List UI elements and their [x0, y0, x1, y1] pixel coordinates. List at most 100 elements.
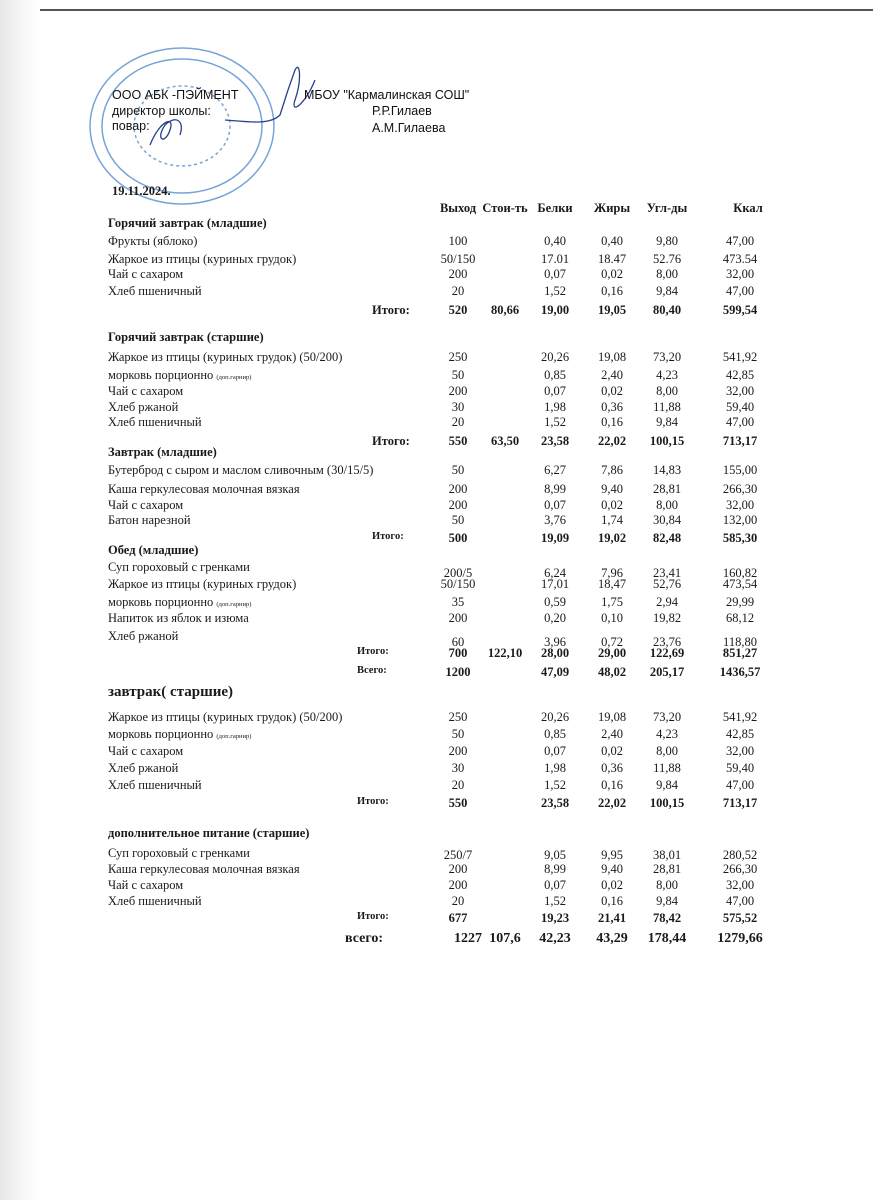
item-value: 0,85 [544, 727, 566, 741]
item-value: 19,82 [652, 611, 682, 625]
item-name: Батон нарезной [108, 513, 191, 527]
item-name: Каша геркулесовая молочная вязкая [108, 862, 300, 876]
item-value: 200 [448, 267, 468, 281]
item-value: 47,00 [725, 284, 755, 298]
item-value: 0,59 [544, 595, 566, 609]
total-value: 713,17 [722, 434, 758, 448]
item-value: 9,80 [656, 234, 678, 248]
scan-edge [0, 0, 40, 1200]
total-value: 29,00 [597, 646, 627, 660]
column-header: Угл-ды [646, 201, 688, 215]
item-value: 52,76 [652, 577, 682, 591]
total-value: 550 [448, 434, 468, 448]
total-value: 122,10 [487, 646, 523, 660]
total-value: 48,02 [597, 665, 627, 679]
total-label: Итого: [372, 434, 410, 448]
item-value: 7,96 [601, 566, 623, 580]
item-value: 23,41 [652, 566, 682, 580]
total-value: 575,52 [722, 911, 758, 925]
item-value: 59,40 [725, 400, 755, 414]
item-name: морковь порционно (доп.гарнир) [108, 368, 252, 382]
item-value: 30 [451, 761, 465, 775]
total-value: 23,58 [540, 434, 570, 448]
total-label: Всего: [357, 665, 387, 676]
item-value: 50 [451, 513, 465, 527]
cook-label: повар: [112, 119, 150, 133]
total-value: 205,17 [649, 665, 685, 679]
item-value: 4,23 [656, 727, 678, 741]
item-value: 6,27 [544, 463, 566, 477]
item-name: Напиток из яблок и изюма [108, 611, 249, 625]
total-value: 1436,57 [719, 665, 761, 679]
item-value: 0,36 [601, 400, 623, 414]
item-value: 18.47 [597, 252, 627, 266]
section-title: завтрак( старшие) [108, 684, 234, 700]
item-value: 9,40 [601, 482, 623, 496]
item-value: 0,16 [601, 415, 623, 429]
item-value: 50/150 [440, 252, 476, 266]
total-value: 1279,66 [717, 931, 763, 946]
item-name: морковь порционно (доп.гарнир) [108, 595, 252, 609]
item-name: Хлеб пшеничный [108, 284, 202, 298]
item-value: 0,07 [544, 744, 566, 758]
item-value: 1,52 [544, 778, 566, 792]
item-value: 132,00 [722, 513, 758, 527]
total-value: 599,54 [722, 303, 758, 317]
cook-name: А.М.Гилаева [372, 121, 446, 135]
item-value: 0,07 [544, 878, 566, 892]
item-value: 266,30 [722, 862, 758, 876]
item-value: 9,84 [656, 284, 678, 298]
total-value: 43,29 [596, 931, 628, 946]
item-value: 32,00 [725, 498, 755, 512]
total-label: Итого: [372, 531, 404, 542]
item-name: Чай с сахаром [108, 744, 184, 758]
item-value: 250 [448, 710, 468, 724]
item-value: 155,00 [722, 463, 758, 477]
item-name: Чай с сахаром [108, 384, 184, 398]
item-name: Чай с сахаром [108, 498, 184, 512]
item-name: Суп гороховый с гренками [108, 846, 250, 860]
column-header: Жиры [593, 201, 631, 215]
item-value: 473,54 [722, 577, 758, 591]
item-value: 0,36 [601, 761, 623, 775]
item-value: 3,96 [544, 635, 566, 649]
item-value: 50/150 [440, 577, 476, 591]
director-name: Р.Р.Гилаев [372, 104, 432, 118]
item-name: Чай с сахаром [108, 878, 184, 892]
item-name: Хлеб пшеничный [108, 894, 202, 908]
item-value: 200 [448, 611, 468, 625]
item-value: 1,98 [544, 400, 566, 414]
total-value: 21,41 [597, 911, 627, 925]
total-value: 23,58 [540, 796, 570, 810]
org-right: МБОУ "Кармалинская СОШ" [304, 88, 470, 102]
total-label: всего: [345, 931, 384, 946]
total-value: 851,27 [722, 646, 758, 660]
item-name: Жаркое из птицы (куриных грудок) [108, 577, 297, 591]
total-value: 19,02 [597, 531, 627, 545]
item-value: 7,86 [601, 463, 623, 477]
item-value: 8,00 [656, 498, 678, 512]
director-label: директор школы: [112, 104, 211, 118]
item-value: 8,00 [656, 384, 678, 398]
item-value: 118,80 [723, 635, 757, 649]
item-value: 200/5 [443, 566, 473, 580]
item-value: 2,40 [601, 727, 623, 741]
total-label: Итого: [357, 911, 389, 922]
total-value: 42,23 [539, 931, 571, 946]
item-value: 9,84 [656, 778, 678, 792]
item-value: 42,85 [725, 368, 755, 382]
item-value: 0,02 [601, 498, 623, 512]
document-date: 19.11.2024. [112, 184, 171, 198]
item-value: 50 [451, 727, 465, 741]
total-value: 1200 [445, 665, 471, 679]
item-value: 0,16 [601, 894, 623, 908]
item-value: 4,23 [656, 368, 678, 382]
item-name: Хлеб пшеничный [108, 415, 202, 429]
item-value: 9,95 [601, 848, 623, 862]
item-value: 8,00 [656, 744, 678, 758]
item-value: 47,00 [725, 234, 755, 248]
item-value: 73,20 [652, 350, 682, 364]
item-value: 19,08 [597, 710, 627, 724]
item-note: (доп.гарнир) [216, 374, 252, 381]
signature [149, 66, 316, 146]
